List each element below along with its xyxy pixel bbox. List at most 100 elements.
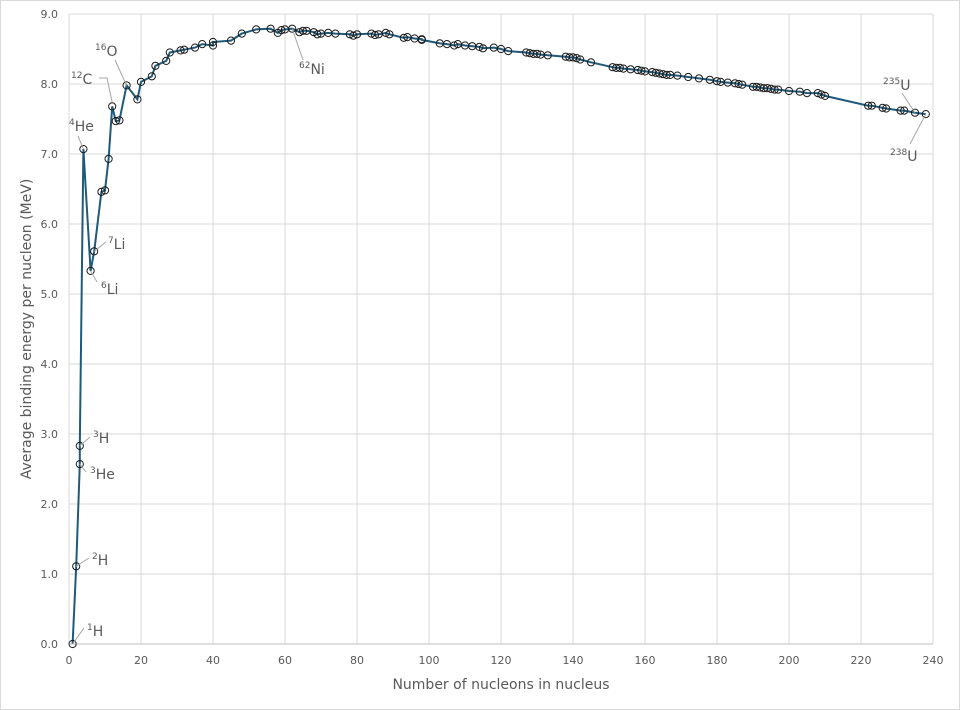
annotation-leader	[75, 557, 90, 567]
annotation-mass: 3	[90, 466, 96, 476]
annotation-symbol: H	[93, 624, 104, 640]
annotation-symbol: C	[82, 72, 92, 88]
data-point	[208, 37, 218, 47]
annotation-mass: 7	[108, 236, 114, 246]
annotation-leader	[79, 436, 91, 447]
data-point	[266, 24, 275, 33]
data-point	[684, 72, 693, 82]
data-point	[72, 562, 81, 571]
y-tick-label: 7.0	[41, 148, 59, 161]
y-tick-label: 8.0	[41, 78, 59, 91]
x-tick-label: 140	[563, 654, 584, 667]
data-point	[802, 89, 812, 98]
annotation-mass: 238	[890, 148, 907, 158]
annotation-symbol: U	[900, 78, 910, 94]
data-point	[910, 108, 920, 117]
annotation-label: 62Ni	[299, 61, 325, 78]
x-tick-label: 220	[851, 654, 872, 667]
annotation-label: 2H	[92, 552, 108, 569]
x-tick-label: 240	[923, 654, 944, 667]
annotation-label: 4He	[69, 118, 94, 135]
data-point	[237, 29, 246, 38]
annotation-leader	[79, 463, 87, 473]
data-point	[90, 247, 99, 256]
data-point	[226, 36, 236, 45]
data-point	[313, 30, 322, 39]
annotation-leader	[93, 241, 107, 252]
data-point	[878, 103, 887, 112]
annotation-leader	[99, 77, 113, 103]
annotation-mass: 235	[883, 77, 900, 87]
x-tick-label: 100	[419, 654, 440, 667]
annotation-leader	[90, 270, 98, 283]
data-point	[86, 266, 95, 275]
data-point	[399, 33, 408, 42]
data-point	[352, 30, 362, 39]
data-point	[543, 51, 552, 60]
data-point	[252, 25, 261, 34]
data-point	[694, 74, 704, 83]
x-tick-label: 120	[491, 654, 512, 667]
x-tick-label: 60	[278, 654, 292, 667]
data-point	[190, 43, 200, 52]
data-point	[349, 31, 358, 40]
annotation-label: 3H	[93, 430, 109, 447]
data-point	[75, 460, 84, 469]
annotation-leader	[909, 113, 927, 145]
y-axis-title: Average binding energy per nucleon (MeV)	[19, 179, 35, 480]
annotation-symbol: He	[96, 467, 115, 483]
data-point	[774, 85, 783, 94]
data-point	[176, 46, 185, 55]
data-point	[417, 35, 426, 45]
data-point	[896, 106, 905, 115]
data-point	[662, 70, 671, 80]
annotation-label: 238U	[890, 148, 917, 165]
data-point	[298, 26, 308, 35]
data-point	[673, 71, 682, 80]
annotation-label: 6Li	[101, 281, 118, 298]
data-point	[97, 187, 106, 196]
data-point	[151, 61, 160, 70]
y-tick-label: 9.0	[41, 8, 59, 21]
data-line	[71, 27, 926, 645]
data-point	[496, 44, 506, 54]
x-tick-label: 160	[635, 654, 656, 667]
data-point	[100, 186, 110, 195]
y-tick-label: 5.0	[41, 288, 59, 301]
data-point	[104, 154, 113, 163]
data-point	[108, 102, 117, 111]
data-point	[385, 30, 394, 39]
data-point	[122, 81, 131, 90]
data-point	[331, 29, 340, 38]
data-point	[586, 58, 596, 67]
data-point	[79, 145, 88, 154]
x-tick-label: 180	[707, 654, 728, 667]
y-tick-label: 2.0	[41, 498, 59, 511]
annotation-symbol: Li	[114, 237, 126, 253]
data-point	[784, 86, 794, 96]
data-point	[475, 42, 484, 52]
annotation-label: 12C	[71, 71, 92, 88]
data-point	[136, 77, 146, 87]
y-tick-label: 6.0	[41, 218, 59, 231]
annotation-leader	[291, 28, 304, 61]
annotation-leader	[114, 59, 128, 86]
x-tick-label: 40	[206, 654, 220, 667]
data-point	[734, 79, 743, 89]
data-point	[532, 49, 542, 59]
data-point	[370, 30, 380, 40]
annotation-leader	[901, 92, 916, 113]
annotation-leader	[72, 627, 85, 645]
data-point	[882, 104, 891, 113]
data-point	[738, 80, 747, 89]
data-point	[162, 56, 171, 66]
annotation-leader	[77, 135, 84, 150]
annotation-label: 7Li	[108, 236, 125, 253]
x-tick-label: 200	[779, 654, 800, 667]
annotation-mass: 1	[87, 623, 93, 633]
data-point	[900, 106, 909, 115]
data-point	[111, 117, 120, 126]
data-point	[576, 55, 585, 64]
